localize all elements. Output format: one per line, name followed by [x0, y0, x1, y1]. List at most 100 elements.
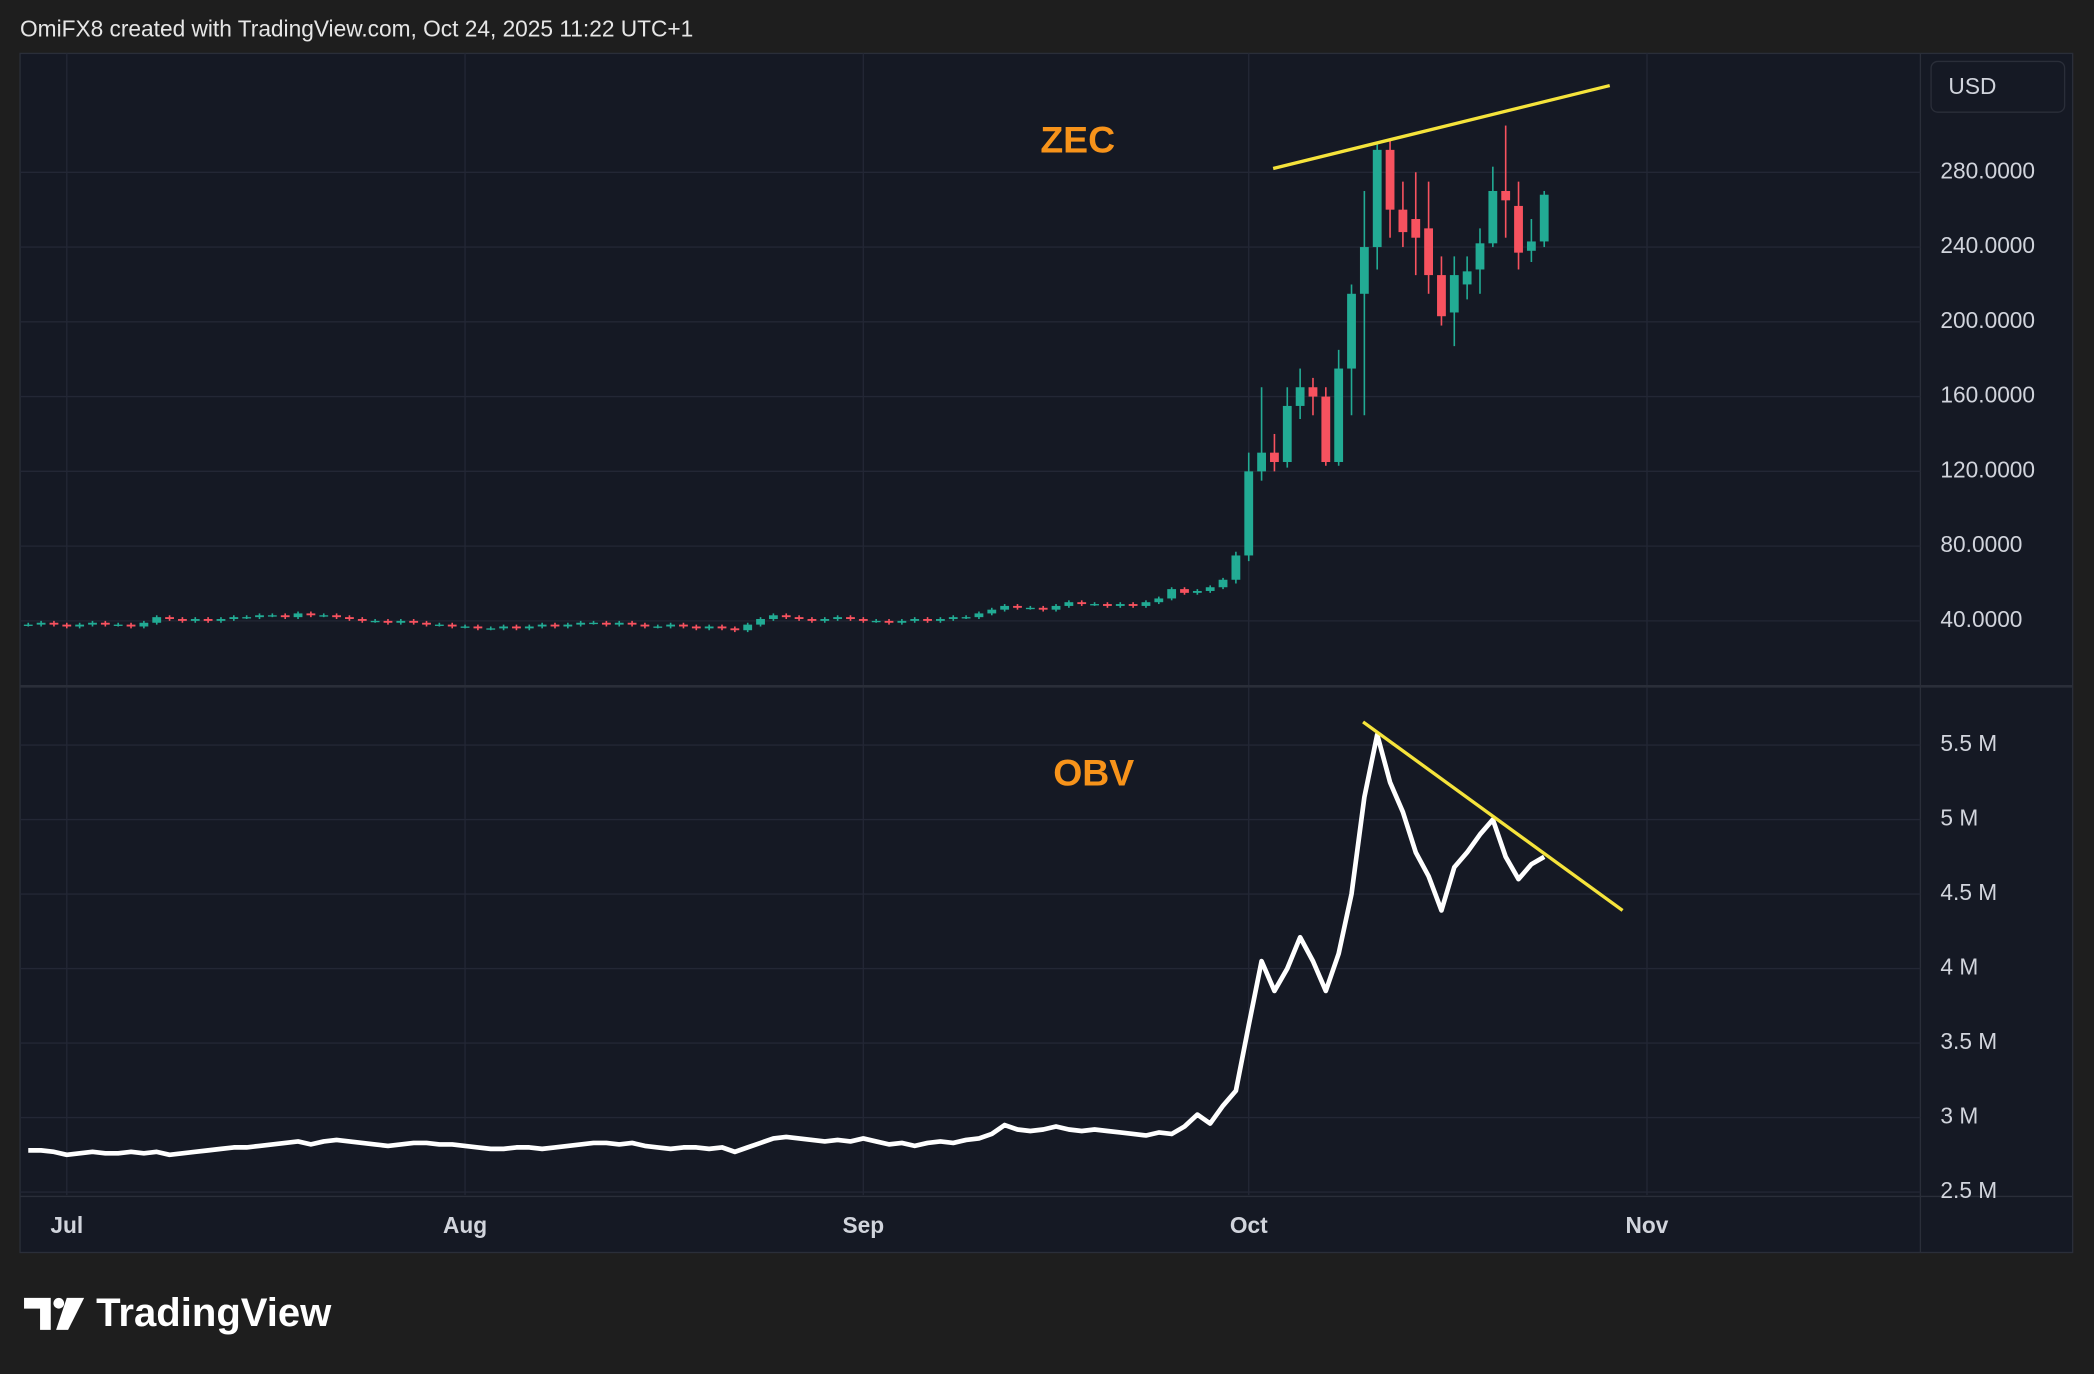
candle-body	[1334, 368, 1344, 463]
candle-body	[1244, 471, 1254, 556]
candle-body	[743, 624, 753, 631]
candle-body	[679, 624, 688, 627]
candle-body	[601, 622, 611, 625]
candle-body	[666, 624, 676, 627]
candle-body	[627, 622, 637, 625]
candle-body	[1025, 607, 1035, 610]
y-tick-label: 3.5 M	[1940, 1028, 1997, 1054]
candle-body	[306, 613, 316, 616]
candle-body	[345, 617, 354, 620]
candle-body	[190, 619, 200, 621]
candle-body	[961, 617, 971, 619]
candle-body	[1488, 190, 1498, 244]
candle-body	[537, 624, 547, 627]
y-tick-label: 5 M	[1940, 805, 1978, 831]
logo-text: TradingView	[96, 1291, 332, 1335]
candle-body	[1424, 228, 1434, 276]
x-tick-label: Sep	[843, 1212, 885, 1238]
candle-body	[1205, 587, 1215, 591]
candle-body	[1437, 275, 1446, 317]
candle-body	[1526, 241, 1536, 251]
candle-body	[75, 624, 85, 627]
candle-body	[1000, 605, 1010, 610]
candle-body	[820, 619, 830, 621]
candle-body	[100, 622, 110, 625]
candle-body	[1128, 604, 1138, 606]
candle-body	[1385, 149, 1395, 210]
candle-body	[203, 619, 213, 621]
candle-body	[460, 626, 470, 628]
candle-body	[62, 624, 72, 627]
candle-body	[846, 617, 855, 620]
annotation: OBV	[1053, 752, 1134, 794]
y-tick-label: 280.0000	[1940, 157, 2035, 183]
candle-body	[434, 624, 444, 626]
candle-body	[576, 622, 586, 625]
candle-body	[910, 619, 920, 621]
candle-body	[1038, 607, 1048, 610]
y-tick-label: 4.5 M	[1940, 879, 1997, 905]
y-tick-label: 3 M	[1940, 1103, 1978, 1129]
candle-body	[370, 620, 380, 623]
y-tick-label: 200.0000	[1940, 307, 2035, 333]
candle-body	[653, 626, 663, 628]
candle-body	[1090, 604, 1099, 606]
annotation: ZEC	[1040, 119, 1115, 161]
candle-body	[1180, 589, 1189, 593]
header: OmiFX8 created with TradingView.com, Oct…	[20, 16, 693, 42]
currency-button[interactable]	[1930, 60, 2066, 113]
candle-body	[1449, 275, 1459, 313]
candle-body	[871, 620, 881, 623]
candle-body	[794, 617, 804, 620]
candle-body	[923, 619, 932, 621]
trendline	[1272, 83, 1611, 171]
candle-body	[126, 624, 136, 627]
candle-body	[473, 626, 483, 629]
candle-body	[1462, 271, 1472, 285]
candle-body	[1115, 604, 1125, 606]
candle-body	[1514, 205, 1523, 253]
candle-body	[1077, 602, 1087, 605]
candle-body	[704, 626, 714, 629]
candle-body	[139, 622, 149, 627]
candle-body	[1167, 589, 1177, 599]
candle-body	[858, 619, 868, 621]
candle-body	[691, 626, 701, 629]
candle-body	[267, 615, 277, 617]
candle-body	[1154, 598, 1164, 603]
y-tick-label: 120.0000	[1940, 456, 2035, 482]
candle-body	[717, 626, 727, 629]
candle-body	[280, 615, 290, 618]
candle-body	[974, 613, 984, 618]
candle-body	[1013, 605, 1022, 608]
candle-body	[1398, 209, 1408, 233]
trendline	[1362, 720, 1624, 912]
y-tick-label: 80.0000	[1940, 531, 2022, 557]
candle-body	[512, 626, 521, 629]
candle-body	[781, 615, 791, 618]
candle-body	[1192, 590, 1202, 593]
candle-body	[36, 622, 46, 625]
x-tick-label: Jul	[50, 1212, 83, 1238]
candle-body	[486, 628, 496, 630]
y-tick-label: 2.5 M	[1940, 1177, 1997, 1203]
candle-body	[113, 624, 123, 626]
candle-body	[23, 624, 33, 626]
y-tick-label: 5.5 M	[1940, 730, 1997, 756]
x-tick-label: Aug	[443, 1212, 487, 1238]
obv-line	[28, 732, 1546, 1158]
candle-body	[88, 622, 97, 625]
candle-body	[1295, 387, 1305, 406]
y-tick-label: 160.0000	[1940, 382, 2035, 408]
candle-body	[1051, 605, 1061, 610]
plot-layer: Jul Aug Sep Oct Nov 40.0000 80.0000 120.0000 160…	[20, 53, 2035, 1238]
currency-label: USD	[1948, 73, 1996, 99]
y-tick-label: 240.0000	[1940, 232, 2035, 258]
candle-body	[948, 617, 958, 620]
candle-body	[422, 622, 431, 625]
candle-body	[409, 620, 419, 623]
candle-body	[1308, 387, 1318, 397]
candle-body	[293, 613, 303, 618]
candle-body	[833, 617, 843, 620]
